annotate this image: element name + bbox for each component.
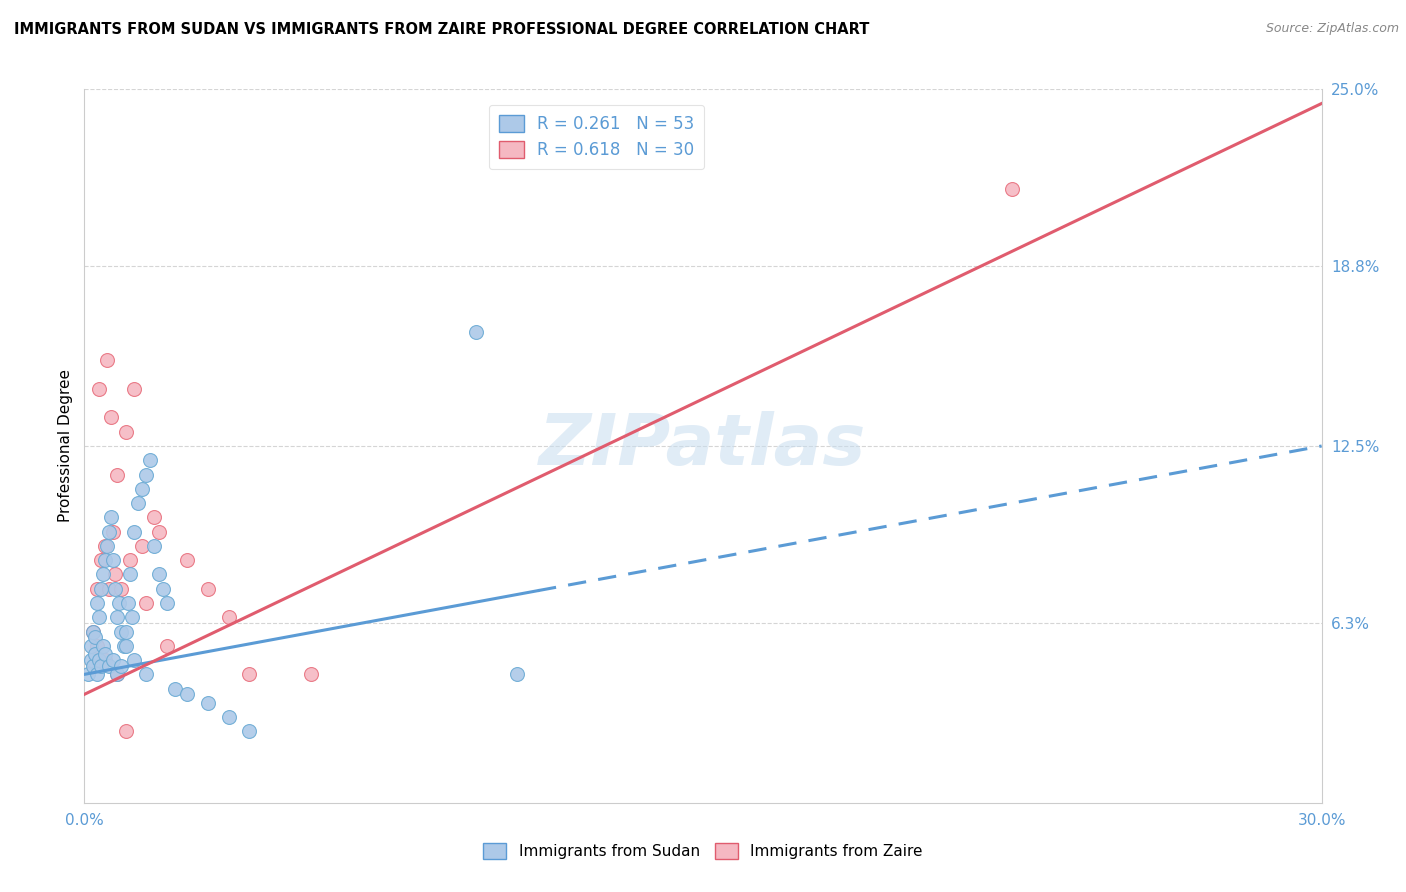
Point bbox=[131, 482, 153, 496]
Point bbox=[77, 667, 100, 681]
Text: ZIPatlas: ZIPatlas bbox=[540, 411, 866, 481]
Point bbox=[94, 653, 117, 667]
Point bbox=[122, 653, 145, 667]
Point bbox=[165, 681, 187, 696]
Point bbox=[299, 667, 322, 681]
Point bbox=[98, 658, 121, 673]
Y-axis label: Professional Degree: Professional Degree bbox=[58, 369, 73, 523]
Point bbox=[114, 624, 136, 639]
Point bbox=[104, 582, 127, 596]
Point bbox=[79, 653, 101, 667]
Point bbox=[148, 524, 170, 539]
Point bbox=[82, 658, 104, 673]
Point bbox=[86, 639, 108, 653]
Text: Source: ZipAtlas.com: Source: ZipAtlas.com bbox=[1265, 22, 1399, 36]
Point bbox=[135, 467, 157, 482]
Point bbox=[83, 630, 105, 644]
Point bbox=[86, 667, 108, 681]
Point bbox=[91, 567, 114, 582]
Point bbox=[465, 325, 488, 339]
Text: IMMIGRANTS FROM SUDAN VS IMMIGRANTS FROM ZAIRE PROFESSIONAL DEGREE CORRELATION C: IMMIGRANTS FROM SUDAN VS IMMIGRANTS FROM… bbox=[14, 22, 869, 37]
Point bbox=[127, 496, 149, 510]
Point bbox=[98, 524, 121, 539]
Point bbox=[122, 382, 145, 396]
Point bbox=[197, 696, 219, 710]
Point bbox=[131, 539, 153, 553]
Point bbox=[103, 653, 125, 667]
Point bbox=[197, 582, 219, 596]
Point bbox=[152, 582, 174, 596]
Point bbox=[96, 353, 118, 368]
Point bbox=[110, 658, 132, 673]
Point bbox=[82, 624, 104, 639]
Point bbox=[121, 610, 143, 624]
Point bbox=[98, 582, 121, 596]
Point bbox=[105, 667, 128, 681]
Point bbox=[176, 553, 198, 567]
Point bbox=[506, 667, 529, 681]
Point bbox=[176, 687, 198, 701]
Point bbox=[105, 610, 128, 624]
Point bbox=[86, 582, 108, 596]
Point bbox=[108, 596, 131, 610]
Point bbox=[143, 539, 166, 553]
Point bbox=[96, 539, 118, 553]
Point bbox=[79, 639, 101, 653]
Legend: Immigrants from Sudan, Immigrants from Zaire: Immigrants from Sudan, Immigrants from Z… bbox=[475, 835, 931, 866]
Point bbox=[91, 639, 114, 653]
Point bbox=[87, 382, 110, 396]
Point bbox=[238, 667, 260, 681]
Point bbox=[118, 553, 141, 567]
Point bbox=[218, 610, 240, 624]
Point bbox=[148, 567, 170, 582]
Point bbox=[156, 596, 179, 610]
Point bbox=[117, 596, 139, 610]
Point bbox=[103, 524, 125, 539]
Point bbox=[110, 582, 132, 596]
Point bbox=[90, 553, 112, 567]
Point bbox=[100, 510, 122, 524]
Point bbox=[135, 596, 157, 610]
Point bbox=[87, 653, 110, 667]
Point bbox=[90, 582, 112, 596]
Point bbox=[104, 567, 127, 582]
Point bbox=[94, 539, 117, 553]
Point bbox=[156, 639, 179, 653]
Point bbox=[1001, 182, 1024, 196]
Point bbox=[139, 453, 162, 467]
Point bbox=[103, 553, 125, 567]
Point bbox=[114, 425, 136, 439]
Point bbox=[90, 658, 112, 673]
Point bbox=[94, 648, 117, 662]
Point bbox=[87, 610, 110, 624]
Point bbox=[122, 524, 145, 539]
Point bbox=[94, 553, 117, 567]
Point bbox=[143, 510, 166, 524]
Point bbox=[135, 667, 157, 681]
Point bbox=[238, 724, 260, 739]
Point bbox=[105, 467, 128, 482]
Point bbox=[114, 724, 136, 739]
Point bbox=[86, 596, 108, 610]
Point bbox=[100, 410, 122, 425]
Point bbox=[218, 710, 240, 724]
Point bbox=[118, 567, 141, 582]
Point bbox=[112, 639, 135, 653]
Point bbox=[110, 624, 132, 639]
Point bbox=[82, 624, 104, 639]
Point bbox=[105, 667, 128, 681]
Point bbox=[83, 648, 105, 662]
Point bbox=[114, 639, 136, 653]
